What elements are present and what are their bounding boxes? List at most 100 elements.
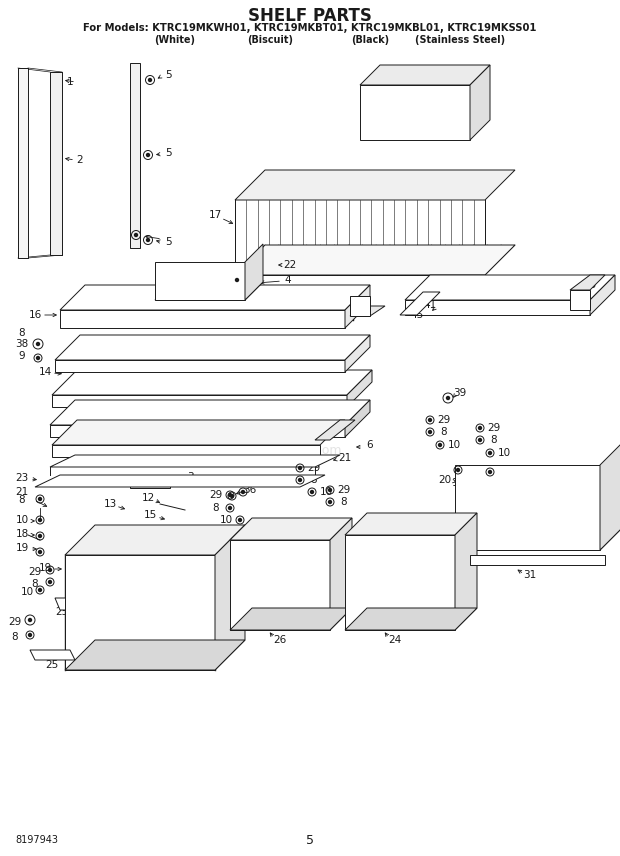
Text: 29: 29 [487,423,500,433]
Text: 2: 2 [77,155,83,165]
Text: 8: 8 [19,328,25,338]
Circle shape [38,497,42,501]
Circle shape [236,278,239,282]
Text: 39: 39 [453,388,467,398]
Circle shape [311,490,314,494]
Circle shape [489,471,492,473]
Text: 45: 45 [410,310,423,320]
Polygon shape [345,335,370,372]
Circle shape [135,234,138,236]
Polygon shape [347,370,372,407]
Circle shape [298,467,301,469]
Text: 45: 45 [583,280,596,290]
Polygon shape [50,400,370,425]
Circle shape [479,426,482,430]
Circle shape [242,490,244,494]
Polygon shape [18,68,28,258]
Circle shape [38,534,42,538]
Circle shape [231,495,234,497]
Polygon shape [30,650,75,660]
Text: 8: 8 [340,497,347,507]
Text: (Stainless Steel): (Stainless Steel) [415,35,505,45]
Polygon shape [230,540,330,630]
Text: 8: 8 [19,495,25,505]
Circle shape [229,494,231,496]
Circle shape [489,451,492,455]
Polygon shape [600,443,620,550]
Polygon shape [350,306,385,316]
Polygon shape [245,244,263,300]
Polygon shape [345,513,477,535]
Circle shape [229,507,231,509]
Polygon shape [55,598,95,610]
Circle shape [48,568,51,572]
Text: 5: 5 [165,237,171,247]
Polygon shape [400,292,440,315]
Text: 15: 15 [143,510,157,520]
Polygon shape [405,300,590,315]
Circle shape [329,501,332,503]
Polygon shape [65,640,245,670]
Circle shape [37,356,40,360]
Text: 21: 21 [339,453,352,463]
Polygon shape [35,475,325,487]
Text: (Biscuit): (Biscuit) [247,35,293,45]
Circle shape [48,580,51,584]
Text: 24: 24 [388,635,402,645]
Polygon shape [360,65,490,85]
Text: 29: 29 [337,485,351,495]
Polygon shape [130,475,170,488]
Circle shape [329,489,332,491]
Polygon shape [60,310,345,328]
Text: 29: 29 [210,490,223,500]
Polygon shape [470,555,605,565]
Circle shape [438,443,441,447]
Text: 38: 38 [16,339,29,349]
Circle shape [239,519,242,521]
Polygon shape [65,525,245,555]
Polygon shape [60,285,370,310]
Polygon shape [590,275,615,315]
Circle shape [446,396,450,400]
Text: 10: 10 [451,478,464,488]
Polygon shape [55,335,370,360]
Polygon shape [55,360,345,372]
Text: (White): (White) [154,35,195,45]
Polygon shape [215,525,245,670]
Text: 8: 8 [12,632,19,642]
Polygon shape [230,518,352,540]
Polygon shape [570,275,605,290]
Text: 36: 36 [244,485,257,495]
Circle shape [38,550,42,554]
Text: 5: 5 [306,834,314,847]
Circle shape [149,79,151,81]
Polygon shape [235,170,515,200]
Polygon shape [345,400,370,437]
Polygon shape [350,296,370,316]
Text: 20: 20 [438,475,451,485]
Text: 19: 19 [38,563,51,573]
Polygon shape [155,282,263,300]
Text: 17: 17 [208,210,221,220]
Text: 8: 8 [32,579,38,589]
Polygon shape [345,285,370,328]
Text: 29: 29 [9,617,22,627]
Circle shape [479,438,482,442]
Circle shape [146,239,149,241]
Text: 29: 29 [437,415,451,425]
Polygon shape [155,262,245,300]
Text: 5: 5 [165,70,171,80]
Text: SHELF PARTS: SHELF PARTS [248,7,372,25]
Text: 31: 31 [523,570,537,580]
Text: 18: 18 [16,529,29,539]
Circle shape [428,419,432,421]
Text: 22: 22 [283,260,296,270]
Polygon shape [50,425,345,437]
Text: 16: 16 [29,310,42,320]
Text: For Models: KTRC19MKWH01, KTRC19MKBT01, KTRC19MKBL01, KTRC19MKSS01: For Models: KTRC19MKWH01, KTRC19MKBT01, … [83,23,537,33]
Text: 19: 19 [16,543,29,553]
Text: 6: 6 [366,440,373,450]
Circle shape [428,431,432,433]
Text: 25: 25 [55,607,68,617]
Polygon shape [360,85,470,140]
